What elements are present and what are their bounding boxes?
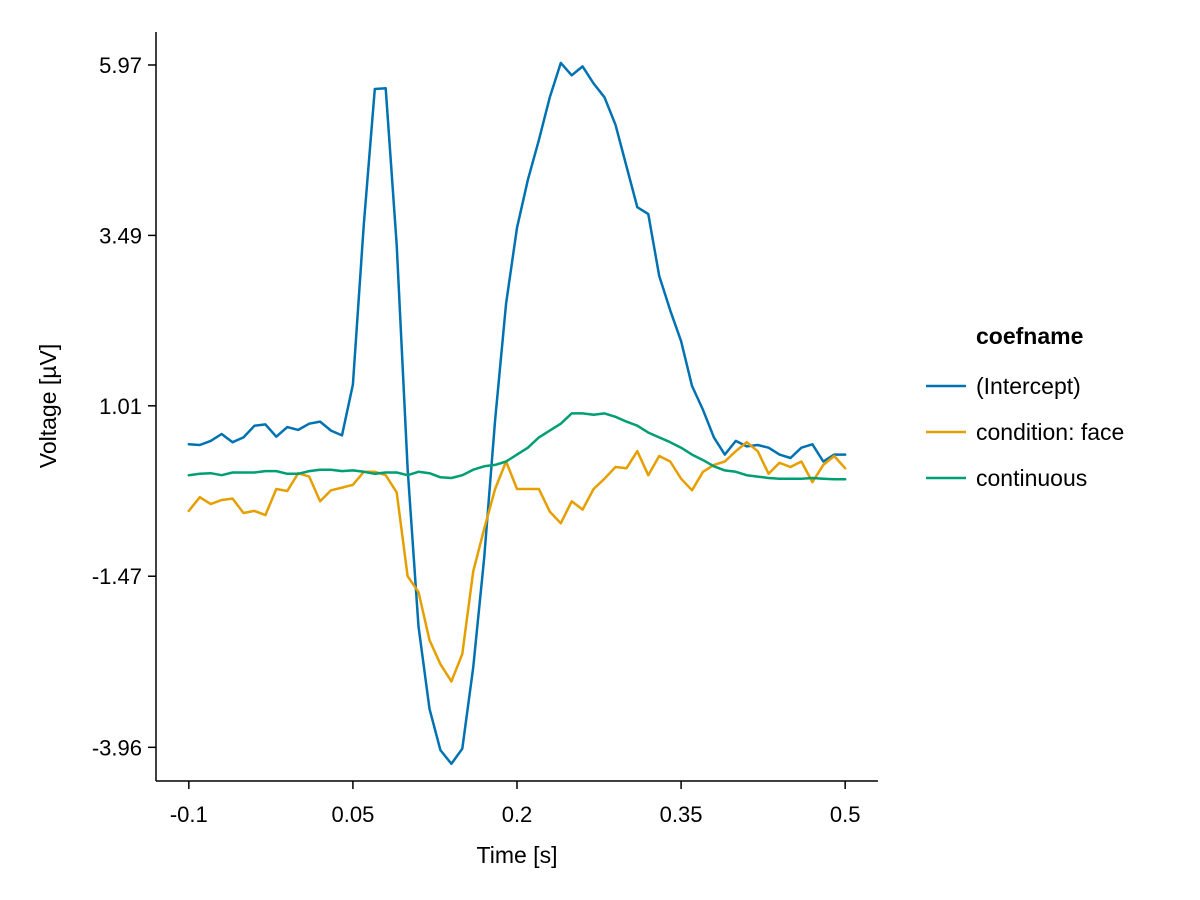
series-line-condition-face (187, 440, 847, 683)
y-axis-ticks: -3.96 -1.47 1.01 3.49 5.97 (92, 53, 156, 760)
legend: coefname (Intercept) condition: face conti… (926, 323, 1124, 491)
x-tick-label: 0.5 (830, 802, 861, 827)
legend-label-condition-face: condition: face (976, 419, 1124, 445)
series-line-continuous (187, 412, 847, 481)
legend-label-continuous: continuous (976, 465, 1087, 491)
data-series (187, 61, 847, 766)
x-tick-label: 0.05 (331, 802, 374, 827)
y-tick-label: 5.97 (99, 53, 142, 78)
legend-label-intercept: (Intercept) (976, 373, 1081, 399)
series-line-intercept (187, 61, 847, 766)
x-axis-title: Time [s] (477, 842, 558, 868)
axes (155, 32, 878, 782)
y-tick-label: 3.49 (99, 223, 142, 248)
x-tick-label: 0.2 (502, 802, 533, 827)
legend-title: coefname (976, 323, 1083, 349)
x-axis-ticks: -0.1 0.05 0.2 0.35 0.5 (170, 781, 861, 827)
y-tick-label: -3.96 (92, 735, 142, 760)
x-tick-label: -0.1 (170, 802, 208, 827)
y-tick-label: -1.47 (92, 564, 142, 589)
y-tick-label: 1.01 (99, 394, 142, 419)
y-axis-title: Voltage [µV] (35, 344, 61, 469)
x-tick-label: 0.35 (660, 802, 703, 827)
